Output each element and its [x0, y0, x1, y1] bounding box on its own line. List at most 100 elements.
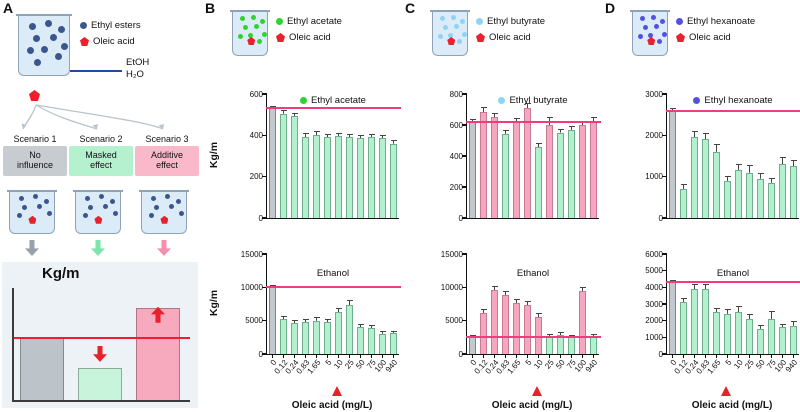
ester-dot [457, 38, 463, 44]
x-tick [559, 354, 562, 358]
panel-c: C Ethyl butyrate Oleic acid 0 200 400 600 80… [402, 0, 602, 412]
ester-label: Ethyl butyrate [487, 16, 546, 27]
error-bar [702, 133, 709, 140]
y-tick-label: 2000 [645, 316, 663, 326]
error-bar [368, 325, 375, 328]
ester-dot [438, 34, 444, 40]
chart-title-text: Ethyl hexanoate [704, 95, 773, 106]
x-tick [737, 354, 740, 358]
bar [668, 282, 677, 354]
y-tick [462, 353, 467, 355]
x-tick [548, 354, 551, 358]
concept-bar-additive-effect [136, 308, 180, 400]
y-tick [262, 353, 267, 355]
ester-dot [459, 19, 465, 24]
y-tick-label: 0 [658, 349, 663, 359]
plot-area: 0 1000 2000 3000 4000 5000 6000 Ethanol [645, 250, 800, 359]
ester-dot [239, 16, 245, 22]
error-bar [713, 307, 720, 313]
bar [290, 323, 299, 354]
bar [312, 135, 321, 218]
bar [712, 151, 721, 218]
error-bar [524, 301, 531, 306]
ester-dot [639, 16, 645, 22]
scenario-effect: Additive effect [135, 146, 199, 176]
reference-line [266, 286, 401, 289]
ester-dot [257, 38, 263, 44]
y-tick-label: 3000 [645, 89, 663, 99]
error-bar [313, 130, 320, 136]
error-bar [513, 298, 520, 304]
decrease-arrow-icon [93, 345, 107, 362]
bar [378, 138, 387, 218]
x-tick [581, 354, 584, 358]
error-bar [746, 164, 753, 173]
oleic-acid-icon [647, 37, 656, 45]
scenario-1: Scenario 1 No influence [3, 134, 67, 176]
ester-dot [98, 194, 104, 200]
ester-dot [461, 31, 467, 37]
bar [512, 303, 521, 354]
y-tick-label: 600 [249, 89, 263, 99]
ethyl-butyrate-icon [476, 18, 483, 25]
y-tick-label: 5000 [645, 266, 663, 276]
error-bar [291, 320, 298, 324]
bar [512, 121, 521, 218]
bar [523, 107, 532, 218]
x-tick [304, 354, 307, 358]
bar [679, 302, 688, 354]
panel-c-legend: Ethyl butyrate Oleic acid [430, 10, 546, 56]
error-bar [568, 334, 575, 338]
scenario-title: Scenario 1 [13, 134, 57, 144]
scenario-beaker [73, 190, 123, 234]
oleic-label: Oleic acid [289, 32, 331, 43]
bar [734, 312, 743, 354]
oleic-acid-icon [28, 215, 37, 224]
ester-dot [259, 19, 265, 24]
bar [268, 108, 277, 218]
reference-line [666, 109, 800, 112]
bar [778, 327, 787, 354]
error-bar [280, 110, 287, 114]
title-dot [498, 97, 506, 104]
chart-title: Ethanol [467, 268, 599, 279]
y-tick [262, 176, 267, 178]
legend-row-ester: Ethyl hexanoate [676, 16, 755, 27]
y-axis-label: Kg/m [208, 289, 220, 317]
chart-title-text: Ethyl butyrate [509, 95, 568, 106]
y-tick-label: 1000 [645, 332, 663, 342]
x-tick [282, 354, 285, 358]
ester-dot [650, 14, 656, 20]
y-tick-label: 200 [449, 182, 463, 192]
y-tick [662, 93, 667, 95]
chart-title: Ethyl hexanoate [667, 95, 799, 106]
y-tick [662, 176, 667, 178]
plot-area: 0 200 400 600 Ethyl acetate [250, 90, 401, 223]
ester-dot [83, 213, 89, 219]
y-tick [262, 286, 267, 288]
error-bar [746, 313, 753, 319]
error-bar [546, 334, 553, 337]
ester-dot [439, 16, 445, 22]
error-bar [568, 125, 575, 130]
x-tick [315, 354, 318, 358]
reference-line [466, 336, 601, 339]
error-bar [735, 164, 742, 171]
bar [389, 333, 398, 354]
bar [679, 189, 688, 218]
bar [567, 337, 576, 354]
ester-dot [55, 53, 62, 61]
y-tick [262, 253, 267, 255]
bar [356, 138, 365, 218]
error-bar [491, 286, 498, 290]
bar [334, 136, 343, 218]
y-tick [462, 186, 467, 188]
scenario-title: Scenario 3 [145, 134, 189, 144]
panel-d-legend: Ethyl hexanoate Oleic acid [630, 10, 755, 56]
scenario-beakers [0, 190, 202, 236]
x-tick [671, 354, 674, 358]
scenario-beaker [7, 190, 57, 234]
x-tick [482, 354, 485, 358]
scenario-title: Scenario 2 [79, 134, 123, 144]
